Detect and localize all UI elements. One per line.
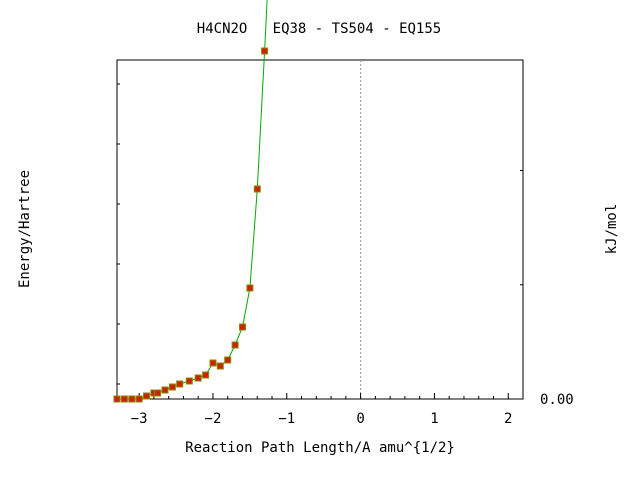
data-point	[194, 374, 202, 382]
data-point	[239, 323, 246, 331]
data-point	[246, 284, 254, 292]
data-point	[253, 185, 261, 193]
data-point	[120, 395, 128, 403]
data-point	[216, 362, 224, 370]
data-points	[113, 47, 269, 403]
x-tick-label: 2	[504, 411, 512, 427]
data-point	[161, 386, 169, 394]
x-axis: −3 −2 −1 0 1 2	[123, 393, 524, 427]
y-right-tick-label: 0.00	[540, 392, 574, 408]
y-axis-right-title: kJ/mol	[604, 204, 620, 255]
data-point	[176, 380, 184, 388]
y-axis-left-title: Energy/Hartree	[17, 170, 33, 288]
data-point	[185, 377, 193, 385]
data-point	[231, 341, 239, 349]
data-point	[168, 383, 176, 391]
data-point	[154, 389, 162, 397]
data-point	[261, 47, 269, 55]
data-point	[143, 392, 150, 400]
x-tick-label: −3	[131, 411, 148, 427]
x-axis-title: Reaction Path Length/A amu^{1/2}	[185, 440, 455, 456]
y-axis-right: 0.0050.00100.00150.00200.00250.00	[517, 169, 574, 408]
y-axis-left: -225.06-225.08-225.10-225.12-225.14	[117, 83, 120, 385]
data-point	[135, 395, 143, 403]
data-point	[128, 395, 136, 403]
x-tick-label: 0	[356, 411, 364, 427]
data-point	[209, 359, 217, 367]
plot-frame	[116, 59, 524, 400]
x-tick-label: 1	[430, 411, 438, 427]
chart-title: H4CN2O EQ38 - TS504 - EQ155	[197, 21, 441, 37]
data-point	[113, 395, 121, 403]
data-point	[224, 356, 232, 364]
x-tick-label: −1	[278, 411, 295, 427]
x-tick-label: −2	[205, 411, 222, 427]
data-point	[202, 371, 210, 379]
